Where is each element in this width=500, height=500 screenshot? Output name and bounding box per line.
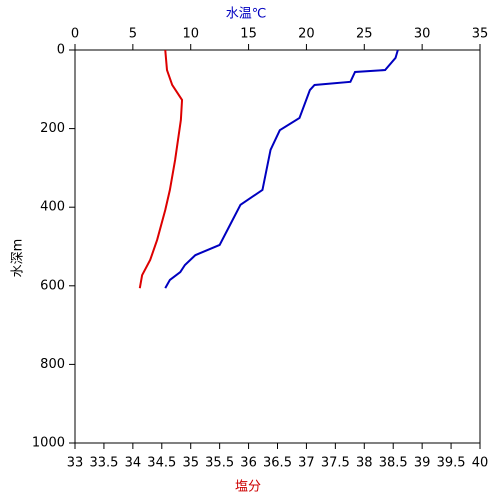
x-tick-label: 39 <box>414 456 431 471</box>
x-tick-label: 35 <box>182 456 199 471</box>
x2-axis-label: 水温℃ <box>226 7 267 22</box>
x2-tick-label: 20 <box>298 27 315 42</box>
y-tick-label: 200 <box>40 121 65 136</box>
x-tick-label: 39.5 <box>437 456 466 471</box>
x-tick-label: 37.5 <box>321 456 350 471</box>
x2-tick-label: 30 <box>414 27 431 42</box>
x-tick-label: 35.5 <box>205 456 234 471</box>
x-axis-label: 塩分 <box>235 480 261 495</box>
y-tick-label: 400 <box>40 200 65 215</box>
data-line <box>138 49 184 289</box>
y-tick-label: 0 <box>57 43 65 58</box>
x-tick-label: 34.5 <box>147 456 176 471</box>
x-tick-label: 36 <box>240 456 257 471</box>
x2-tick-label: 15 <box>240 27 257 42</box>
x-tick-label: 33 <box>67 456 84 471</box>
x-tick-label: 38 <box>356 456 373 471</box>
data-line <box>164 49 399 289</box>
x-tick-label: 36.5 <box>263 456 292 471</box>
x-tick-label: 37 <box>298 456 315 471</box>
x2-tick-label: 25 <box>356 27 373 42</box>
x2-tick-label: 35 <box>472 27 489 42</box>
plot-frame <box>74 49 481 444</box>
y-tick-label: 600 <box>40 278 65 293</box>
x-tick-label: 38.5 <box>379 456 408 471</box>
x2-tick-label: 0 <box>71 27 79 42</box>
y-tick-label: 1000 <box>32 436 65 451</box>
y-axis-label: 水深m <box>11 239 26 278</box>
x-tick-label: 34 <box>125 456 142 471</box>
x-tick-label: 40 <box>472 456 489 471</box>
x2-tick-label: 10 <box>182 27 199 42</box>
x-tick-label: 33.5 <box>89 456 118 471</box>
x2-tick-label: 5 <box>129 27 137 42</box>
y-tick-label: 800 <box>40 357 65 372</box>
